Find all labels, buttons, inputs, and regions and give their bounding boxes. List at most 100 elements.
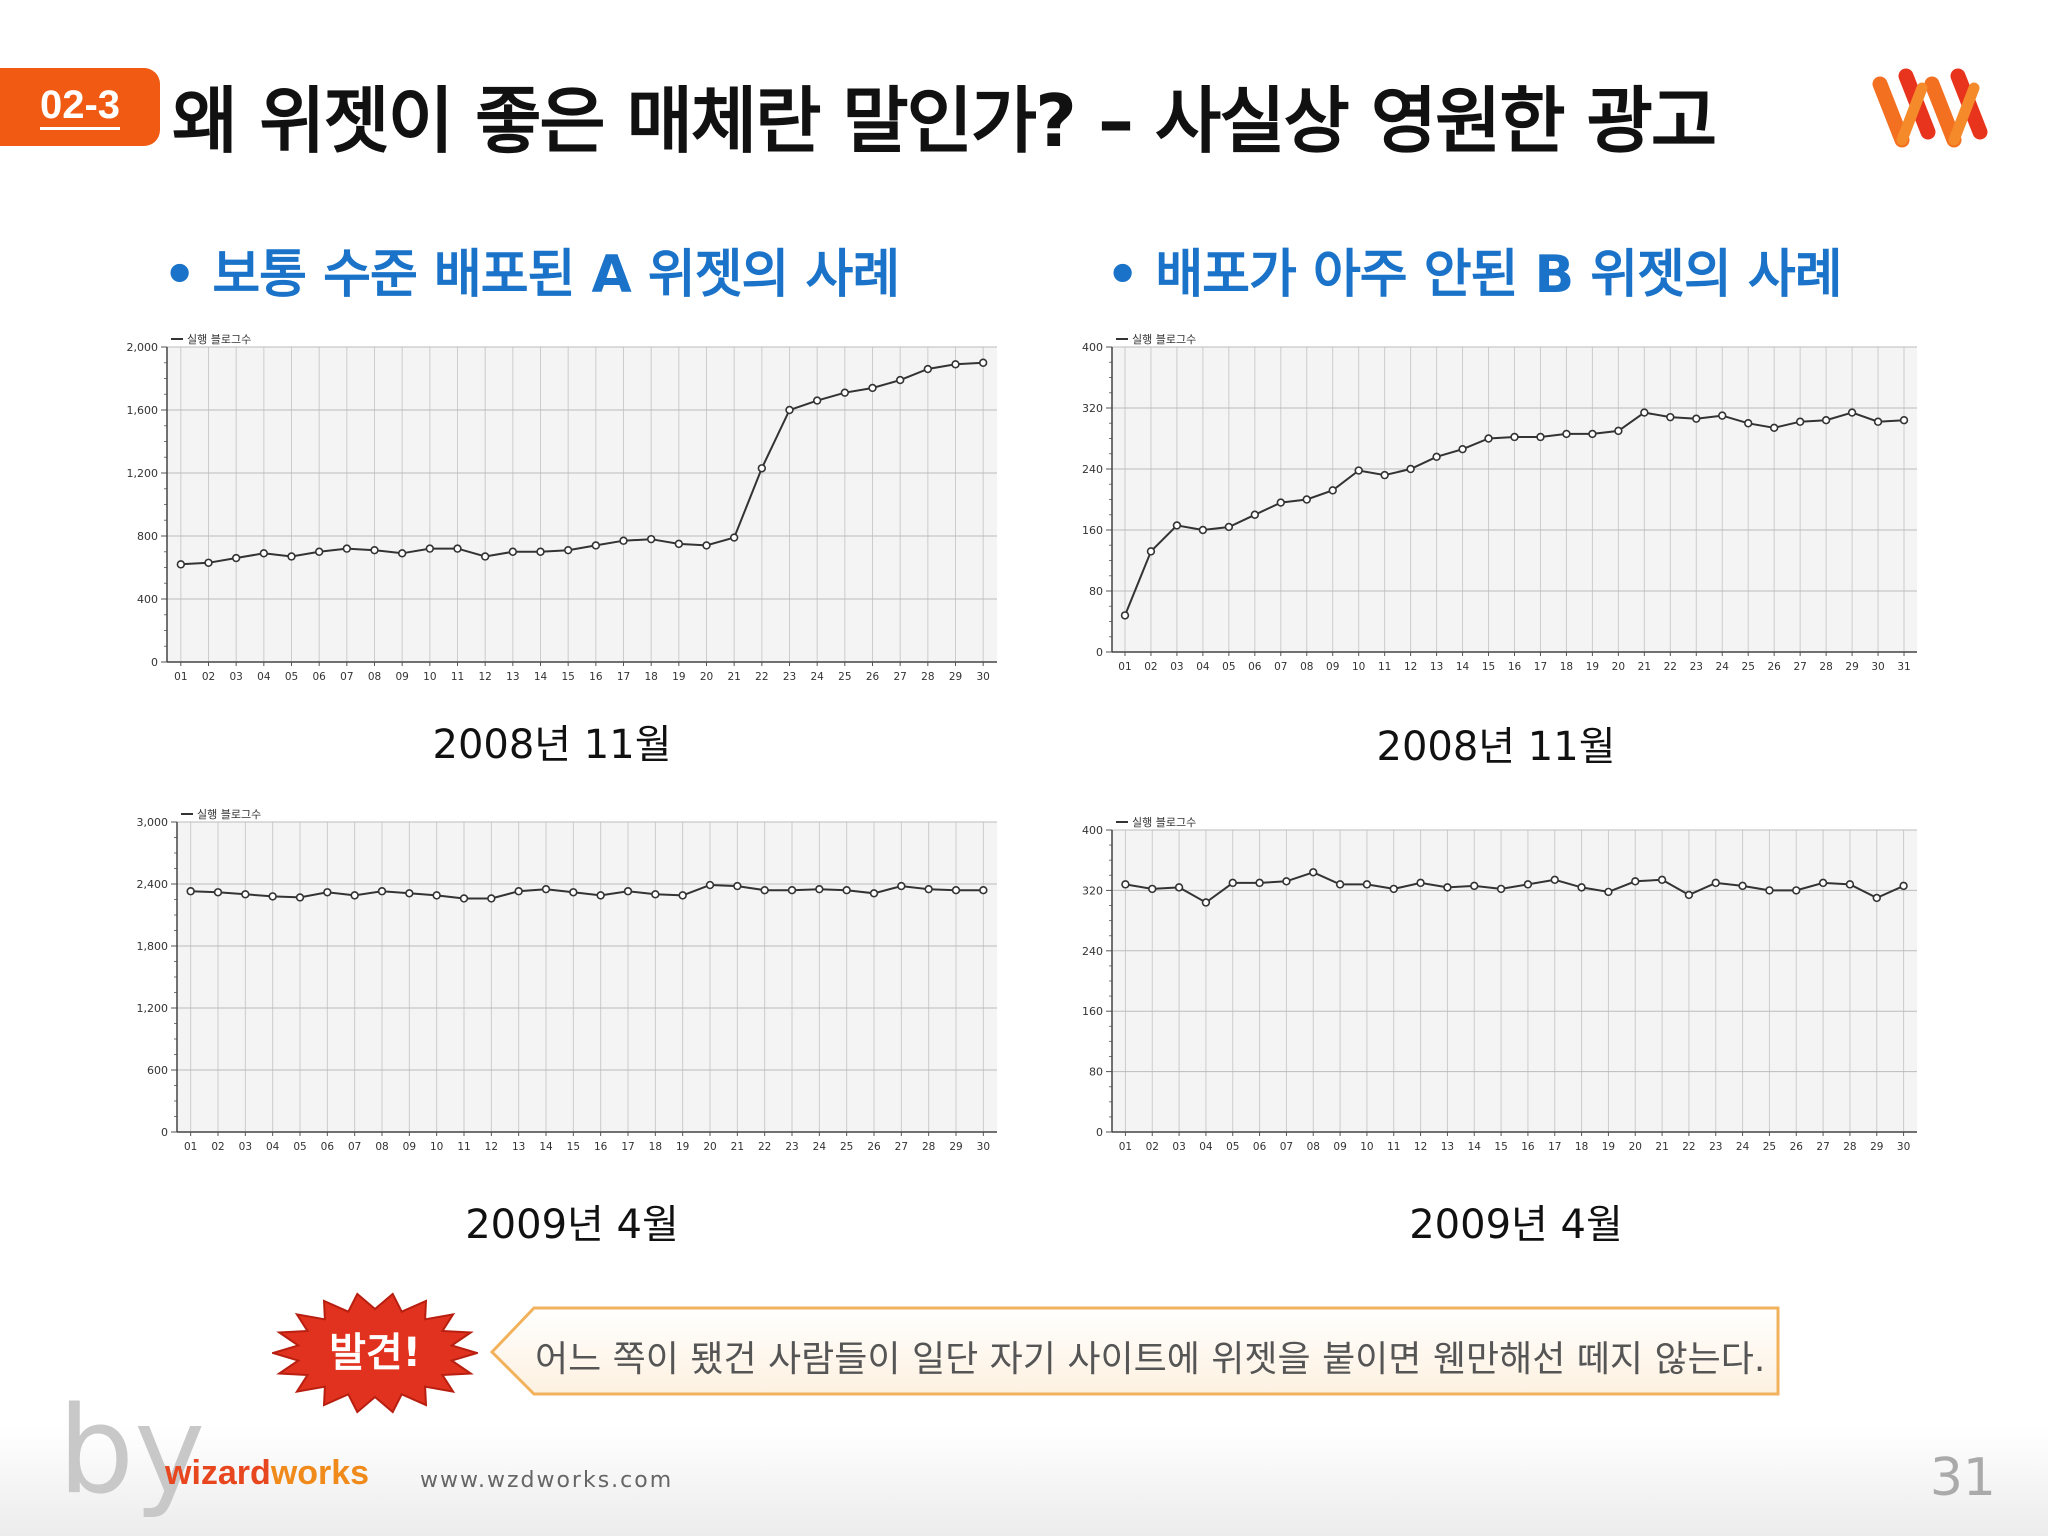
- x-tick-label: 04: [257, 671, 271, 683]
- y-tick-label: 1,800: [137, 940, 169, 953]
- data-point: [1432, 452, 1441, 462]
- data-point: [1201, 898, 1211, 907]
- series-line: [1125, 871, 1905, 904]
- data-point: [678, 891, 687, 900]
- data-point: [787, 885, 797, 895]
- x-tick-label: 06: [1253, 1141, 1267, 1153]
- x-tick-label: 13: [1430, 661, 1443, 673]
- x-tick-label: 22: [1664, 661, 1677, 673]
- data-point: [1523, 880, 1533, 889]
- x-tick-label: 02: [211, 1141, 224, 1153]
- data-point: [1228, 878, 1237, 888]
- x-tick-label: 07: [1274, 661, 1287, 673]
- x-tick-label: 13: [512, 1141, 525, 1153]
- data-point: [176, 560, 186, 569]
- y-tick-label: 0: [1096, 646, 1103, 659]
- legend-label: 실행 블로그수: [1132, 816, 1196, 829]
- x-tick-label: 02: [1144, 661, 1157, 673]
- x-tick-label: 06: [1248, 661, 1262, 673]
- x-tick-label: 30: [1871, 661, 1884, 673]
- data-point: [541, 884, 551, 894]
- series-line: [180, 361, 984, 566]
- data-point: [1510, 432, 1519, 442]
- plot-area: [177, 822, 997, 1132]
- data-point: [840, 388, 850, 397]
- x-tick-label: 10: [1352, 661, 1365, 673]
- section-badge: 02-3: [0, 68, 160, 146]
- data-point: [508, 547, 518, 556]
- x-tick-label: 23: [785, 1141, 798, 1153]
- x-tick-label: 11: [457, 1141, 470, 1153]
- data-point: [1765, 886, 1774, 895]
- y-tick-label: 3,000: [137, 816, 169, 829]
- x-tick-label: 13: [506, 671, 519, 683]
- data-point: [514, 887, 523, 896]
- chart-b-2009: 0 80 160 240 320 400 01 02 03 04 05 06 07 08 09 10 11 12 1…: [1060, 808, 1925, 1160]
- x-tick-label: 29: [949, 1141, 962, 1153]
- x-tick-label: 08: [375, 1141, 388, 1153]
- page-title: 왜 위젯이 좋은 매체란 말인가? – 사실상 영원한 광고: [172, 79, 1717, 163]
- data-point: [1328, 486, 1337, 495]
- data-point: [1666, 412, 1675, 422]
- x-tick-label: 01: [174, 671, 187, 683]
- data-point: [1380, 470, 1389, 480]
- x-tick-label: 01: [1119, 1141, 1132, 1153]
- x-tick-label: 07: [1280, 1141, 1293, 1153]
- chart-b-2008: 0 80 160 240 320 400 01 02 03 04 05 06 07 08 09 10 11 12 1…: [1060, 325, 1925, 680]
- x-tick-label: 16: [589, 671, 603, 683]
- x-tick-label: 20: [1629, 1141, 1642, 1153]
- data-point: [1354, 466, 1363, 475]
- x-tick-label: 29: [949, 671, 962, 683]
- data-point: [1172, 521, 1182, 530]
- data-point: [487, 894, 496, 903]
- data-point: [1562, 429, 1571, 439]
- data-point: [1631, 877, 1640, 886]
- plot-area: [1112, 830, 1917, 1132]
- data-point: [1250, 510, 1260, 519]
- y-tick-label: 320: [1082, 884, 1103, 897]
- data-point: [1198, 525, 1208, 535]
- x-tick-label: 28: [922, 1141, 935, 1153]
- x-tick-label: 27: [1816, 1141, 1829, 1153]
- data-point: [868, 383, 877, 393]
- data-point: [259, 549, 269, 558]
- data-point: [350, 891, 359, 900]
- chart-a-2009: 0 600 1,200 1,800 2,400 3,000 01 02 03 04 05 06 07 08…: [125, 800, 1005, 1160]
- x-tick-label: 24: [813, 1141, 827, 1153]
- data-point: [1443, 883, 1452, 892]
- x-tick-label: 04: [1196, 661, 1210, 673]
- x-tick-label: 09: [1333, 1141, 1346, 1153]
- data-point: [323, 888, 332, 897]
- data-point: [897, 881, 906, 891]
- x-tick-label: 09: [403, 1141, 416, 1153]
- data-point: [651, 890, 660, 899]
- data-point: [1738, 881, 1747, 891]
- data-point: [241, 890, 250, 899]
- discovery-burst: 발견!: [272, 1292, 478, 1414]
- x-tick-label: 07: [348, 1141, 361, 1153]
- data-point: [1744, 419, 1753, 428]
- x-tick-label: 03: [229, 671, 242, 683]
- x-tick-label: 10: [1360, 1141, 1373, 1153]
- data-point: [1416, 878, 1425, 888]
- x-tick-label: 02: [1146, 1141, 1159, 1153]
- x-tick-label: 22: [758, 1141, 771, 1153]
- y-tick-label: 160: [1082, 1005, 1103, 1018]
- x-tick-label: 26: [1767, 661, 1781, 673]
- x-tick-label: 19: [1586, 661, 1599, 673]
- series-line: [190, 883, 984, 900]
- data-point: [729, 533, 739, 542]
- data-point: [812, 396, 822, 405]
- legend-label: 실행 블로그수: [197, 808, 261, 821]
- x-tick-label: 17: [1548, 1141, 1561, 1153]
- data-point: [1282, 877, 1291, 886]
- x-tick-label: 28: [1843, 1141, 1856, 1153]
- x-tick-label: 14: [1456, 661, 1470, 673]
- data-point: [1614, 426, 1623, 436]
- data-point: [1335, 880, 1345, 889]
- x-tick-label: 05: [285, 671, 298, 683]
- y-tick-label: 600: [147, 1064, 168, 1077]
- x-tick-label: 06: [321, 1141, 335, 1153]
- data-point: [1821, 415, 1831, 425]
- data-point: [674, 539, 684, 549]
